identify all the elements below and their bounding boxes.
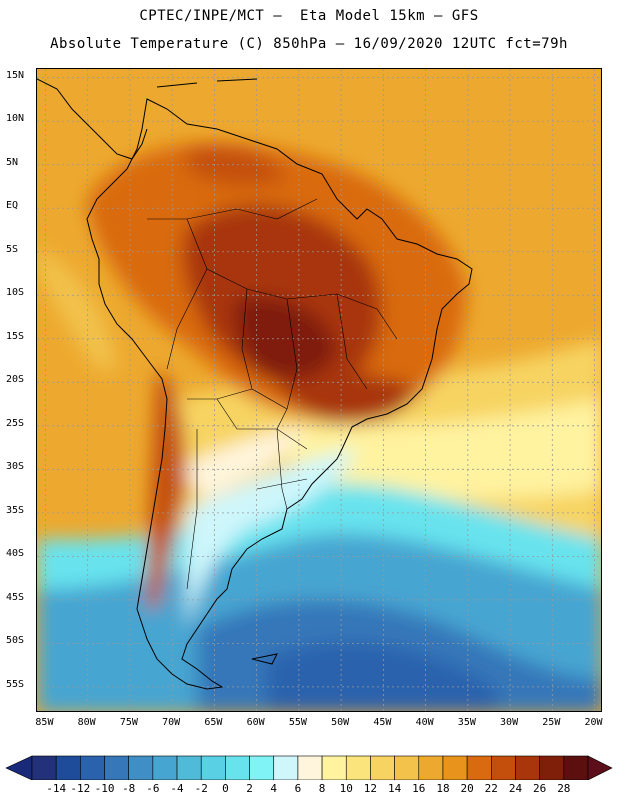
colorbar-tick-label: 2: [246, 782, 253, 795]
colorbar-cell: [442, 755, 468, 780]
colorbar-tick-label: 10: [339, 782, 353, 795]
lon-tick-label: 70W: [162, 717, 181, 728]
lon-tick-label: 35W: [457, 717, 476, 728]
lon-tick-label: 20W: [584, 717, 603, 728]
colorbar-tick-label: 24: [508, 782, 523, 795]
colorbar-cell: [55, 755, 81, 780]
colorbar-cell: [563, 755, 589, 780]
country-borders: [147, 198, 398, 590]
lat-tick-label: 25S: [6, 417, 25, 429]
colorbar-cell: [200, 755, 226, 780]
map-panel: [36, 68, 602, 712]
colorbar-cell: [273, 755, 299, 780]
temperature-field: [37, 142, 601, 711]
lat-tick-label: 50S: [6, 635, 25, 647]
colorbar: [5, 755, 613, 780]
colorbar-cell: [176, 755, 202, 780]
colorbar-tick-label: 18: [436, 782, 450, 795]
lat-tick-label: 55S: [6, 678, 25, 690]
lon-tick-label: 30W: [500, 717, 519, 728]
colorbar-max-arrow: [587, 755, 613, 780]
colorbar-cell: [31, 755, 57, 780]
lon-tick-label: 60W: [246, 717, 265, 728]
colorbar-tick-label: 12: [363, 782, 378, 795]
colorbar-tick-label: -6: [146, 782, 160, 795]
lon-tick-label: 65W: [204, 717, 223, 728]
colorbar-tick-label: 28: [557, 782, 571, 795]
colorbar-cell: [225, 755, 250, 780]
lat-tick-label: 40S: [6, 548, 25, 560]
lat-tick-label: 30S: [6, 461, 25, 473]
colorbar-cell: [321, 755, 347, 780]
graticule: [37, 69, 601, 711]
colorbar-tick-label: 20: [460, 782, 474, 795]
colorbar-cell: [104, 755, 129, 780]
lat-tick-label: EQ: [6, 200, 19, 212]
colorbar-cell: [539, 755, 565, 780]
colorbar-tick-label: -4: [170, 782, 184, 795]
colorbar-cell: [128, 755, 154, 780]
lat-tick-label: 15S: [6, 330, 25, 342]
colorbar-cell: [394, 755, 420, 780]
colorbar-tick-label: 8: [318, 782, 326, 795]
colorbar-tick-label: 4: [270, 782, 278, 795]
colorbar-tick-label: -14: [46, 782, 67, 795]
lon-tick-label: 25W: [542, 717, 561, 728]
colorbar-tick-label: -12: [70, 782, 91, 795]
caribbean-islands: [156, 78, 258, 88]
colorbar-cell: [370, 755, 395, 780]
colorbar-tick-label: 6: [294, 782, 302, 795]
falklands: [251, 653, 278, 665]
south-america-coastline: [86, 98, 473, 690]
lat-tick-label: 5N: [6, 156, 19, 168]
colorbar-cell: [152, 755, 178, 780]
colorbar-cell: [249, 755, 275, 780]
colorbar-tick-label: 22: [484, 782, 498, 795]
colorbar-tick-label: 26: [533, 782, 547, 795]
lat-tick-label: 15N: [6, 69, 25, 81]
colorbar-tick-label: 14: [387, 782, 402, 795]
lon-tick-label: 45W: [373, 717, 392, 728]
colorbar-min-arrow: [5, 755, 33, 780]
lon-tick-label: 50W: [331, 717, 350, 728]
colorbar-cell: [515, 755, 540, 780]
lon-tick-label: 85W: [35, 717, 54, 728]
map-subtitle: Absolute Temperature (C) 850hPa – 16/09/…: [50, 36, 568, 52]
lon-tick-label: 80W: [77, 717, 96, 728]
lat-tick-label: 20S: [6, 374, 25, 386]
colorbar-cell: [80, 755, 105, 780]
lat-tick-label: 45S: [6, 591, 25, 603]
colorbar-tick-label: -10: [94, 782, 115, 795]
colorbar-tick-label: 0: [222, 782, 229, 795]
coastlines: [37, 78, 473, 690]
colorbar-tick-label: -2: [194, 782, 208, 795]
lat-tick-label: 10S: [6, 287, 25, 299]
lat-tick-label: 35S: [6, 504, 25, 516]
lat-tick-label: 10N: [6, 113, 25, 125]
map-title: CPTEC/INPE/MCT – Eta Model 15km – GFS: [139, 8, 479, 24]
lon-tick-label: 55W: [288, 717, 307, 728]
colorbar-cell: [466, 755, 492, 780]
lon-tick-label: 75W: [119, 717, 138, 728]
temperature-map: [37, 69, 601, 711]
colorbar-cell: [297, 755, 323, 780]
colorbar-tick-label: -8: [122, 782, 136, 795]
colorbar-cell: [491, 755, 516, 780]
colorbar-tick-label: 16: [412, 782, 426, 795]
lon-tick-label: 40W: [415, 717, 434, 728]
colorbar-cell: [418, 755, 444, 780]
central-america-coastline: [37, 78, 148, 160]
colorbar-cell: [345, 755, 371, 780]
lat-tick-label: 5S: [6, 243, 19, 255]
